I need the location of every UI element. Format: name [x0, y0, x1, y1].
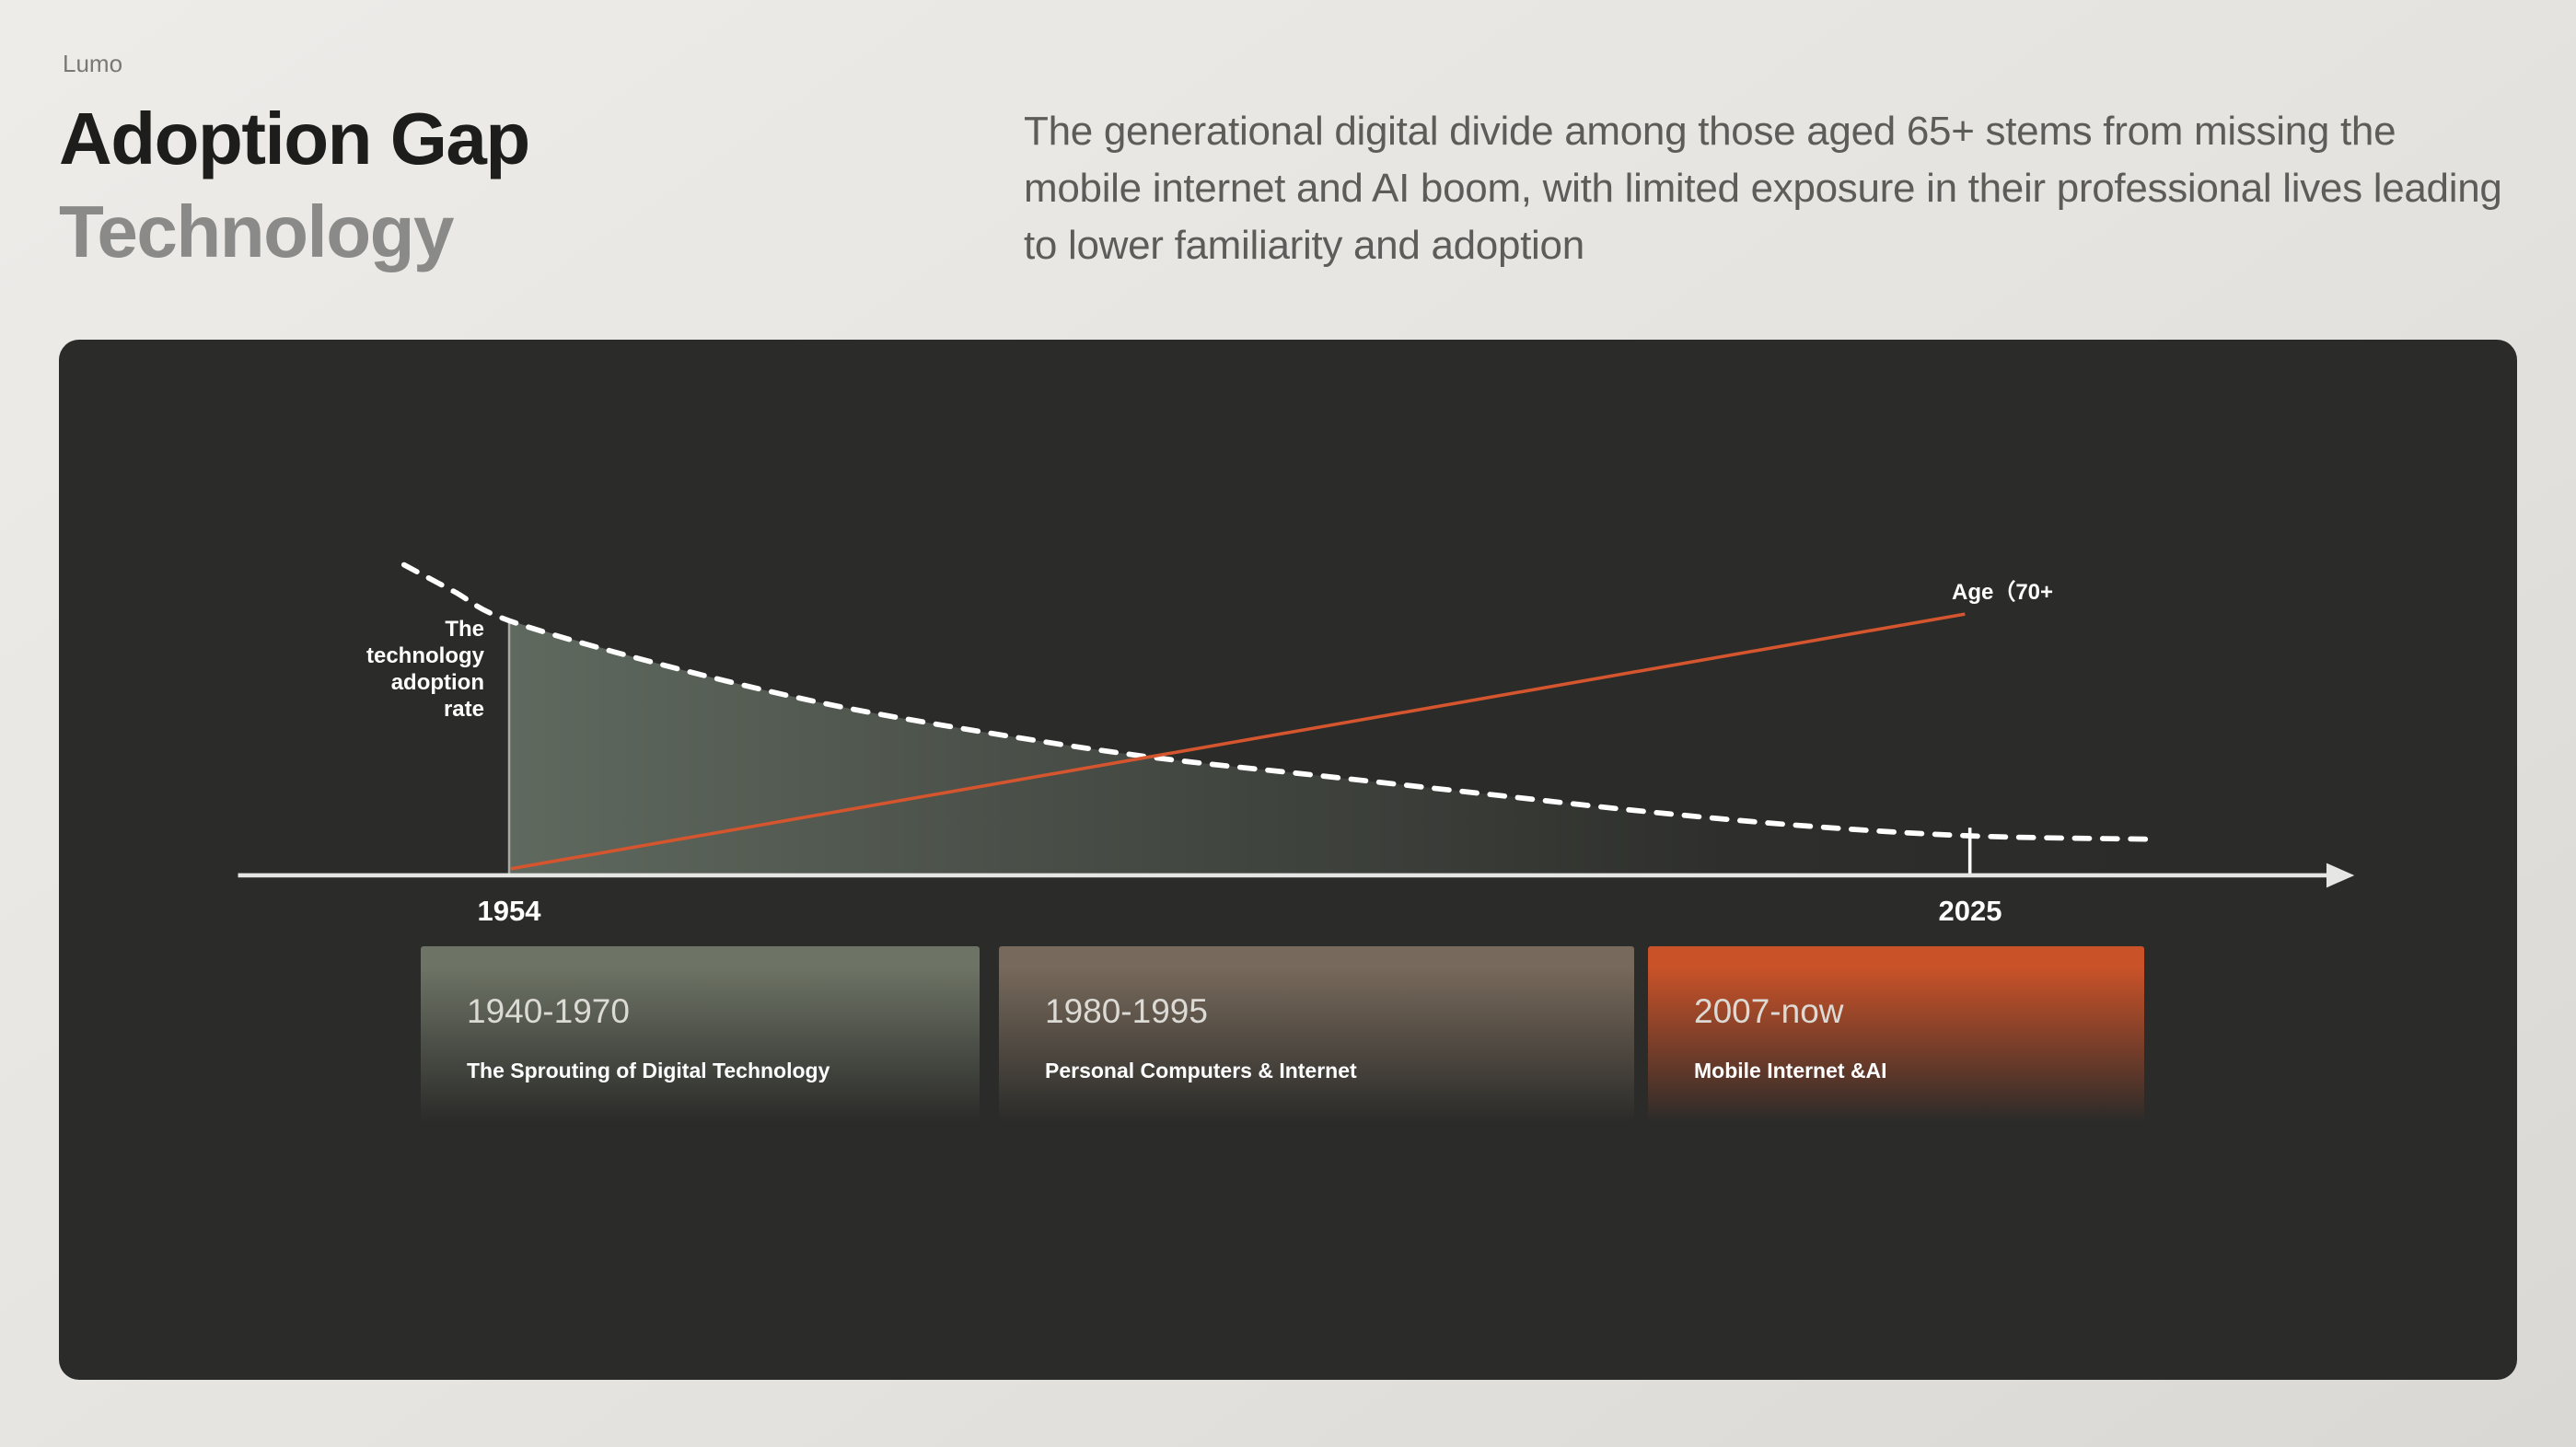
adoption-chart [238, 561, 2355, 888]
y-axis-label: The technology adoption rate [366, 617, 484, 722]
period-label: Personal Computers & Internet [1045, 1059, 1357, 1082]
brand-logo: Lumo [63, 50, 123, 77]
x-tick-1954: 1954 [477, 895, 541, 927]
period-range: 1940-1970 [467, 992, 630, 1030]
period-label: Mobile Internet &AI [1694, 1059, 1887, 1082]
page-title-line2: Technology [59, 191, 454, 272]
timeline-arrowhead [2326, 862, 2355, 888]
page-subtitle: The generational digital divide among th… [1024, 109, 2502, 268]
age-line-label: Age（70+ [1952, 580, 2054, 605]
page-title: Adoption Gap Technology [59, 92, 530, 278]
period-card: 1980-1995 Personal Computers & Internet [999, 946, 1634, 1122]
period-card: 2007-now Mobile Internet &AI [1648, 946, 2144, 1122]
page-title-line1: Adoption Gap [59, 98, 530, 179]
period-card: 1940-1970 The Sprouting of Digital Techn… [421, 946, 980, 1122]
period-label: The Sprouting of Digital Technology [467, 1059, 830, 1082]
adoption-curve [400, 561, 2151, 842]
period-range: 2007-now [1694, 992, 1844, 1030]
chart-panel: The technology adoption rate Age（70+ 195… [59, 340, 2517, 1380]
adoption-area [509, 620, 2148, 874]
x-tick-2025: 2025 [1938, 895, 2002, 927]
period-range: 1980-1995 [1045, 992, 1208, 1030]
age-line [510, 612, 1966, 871]
